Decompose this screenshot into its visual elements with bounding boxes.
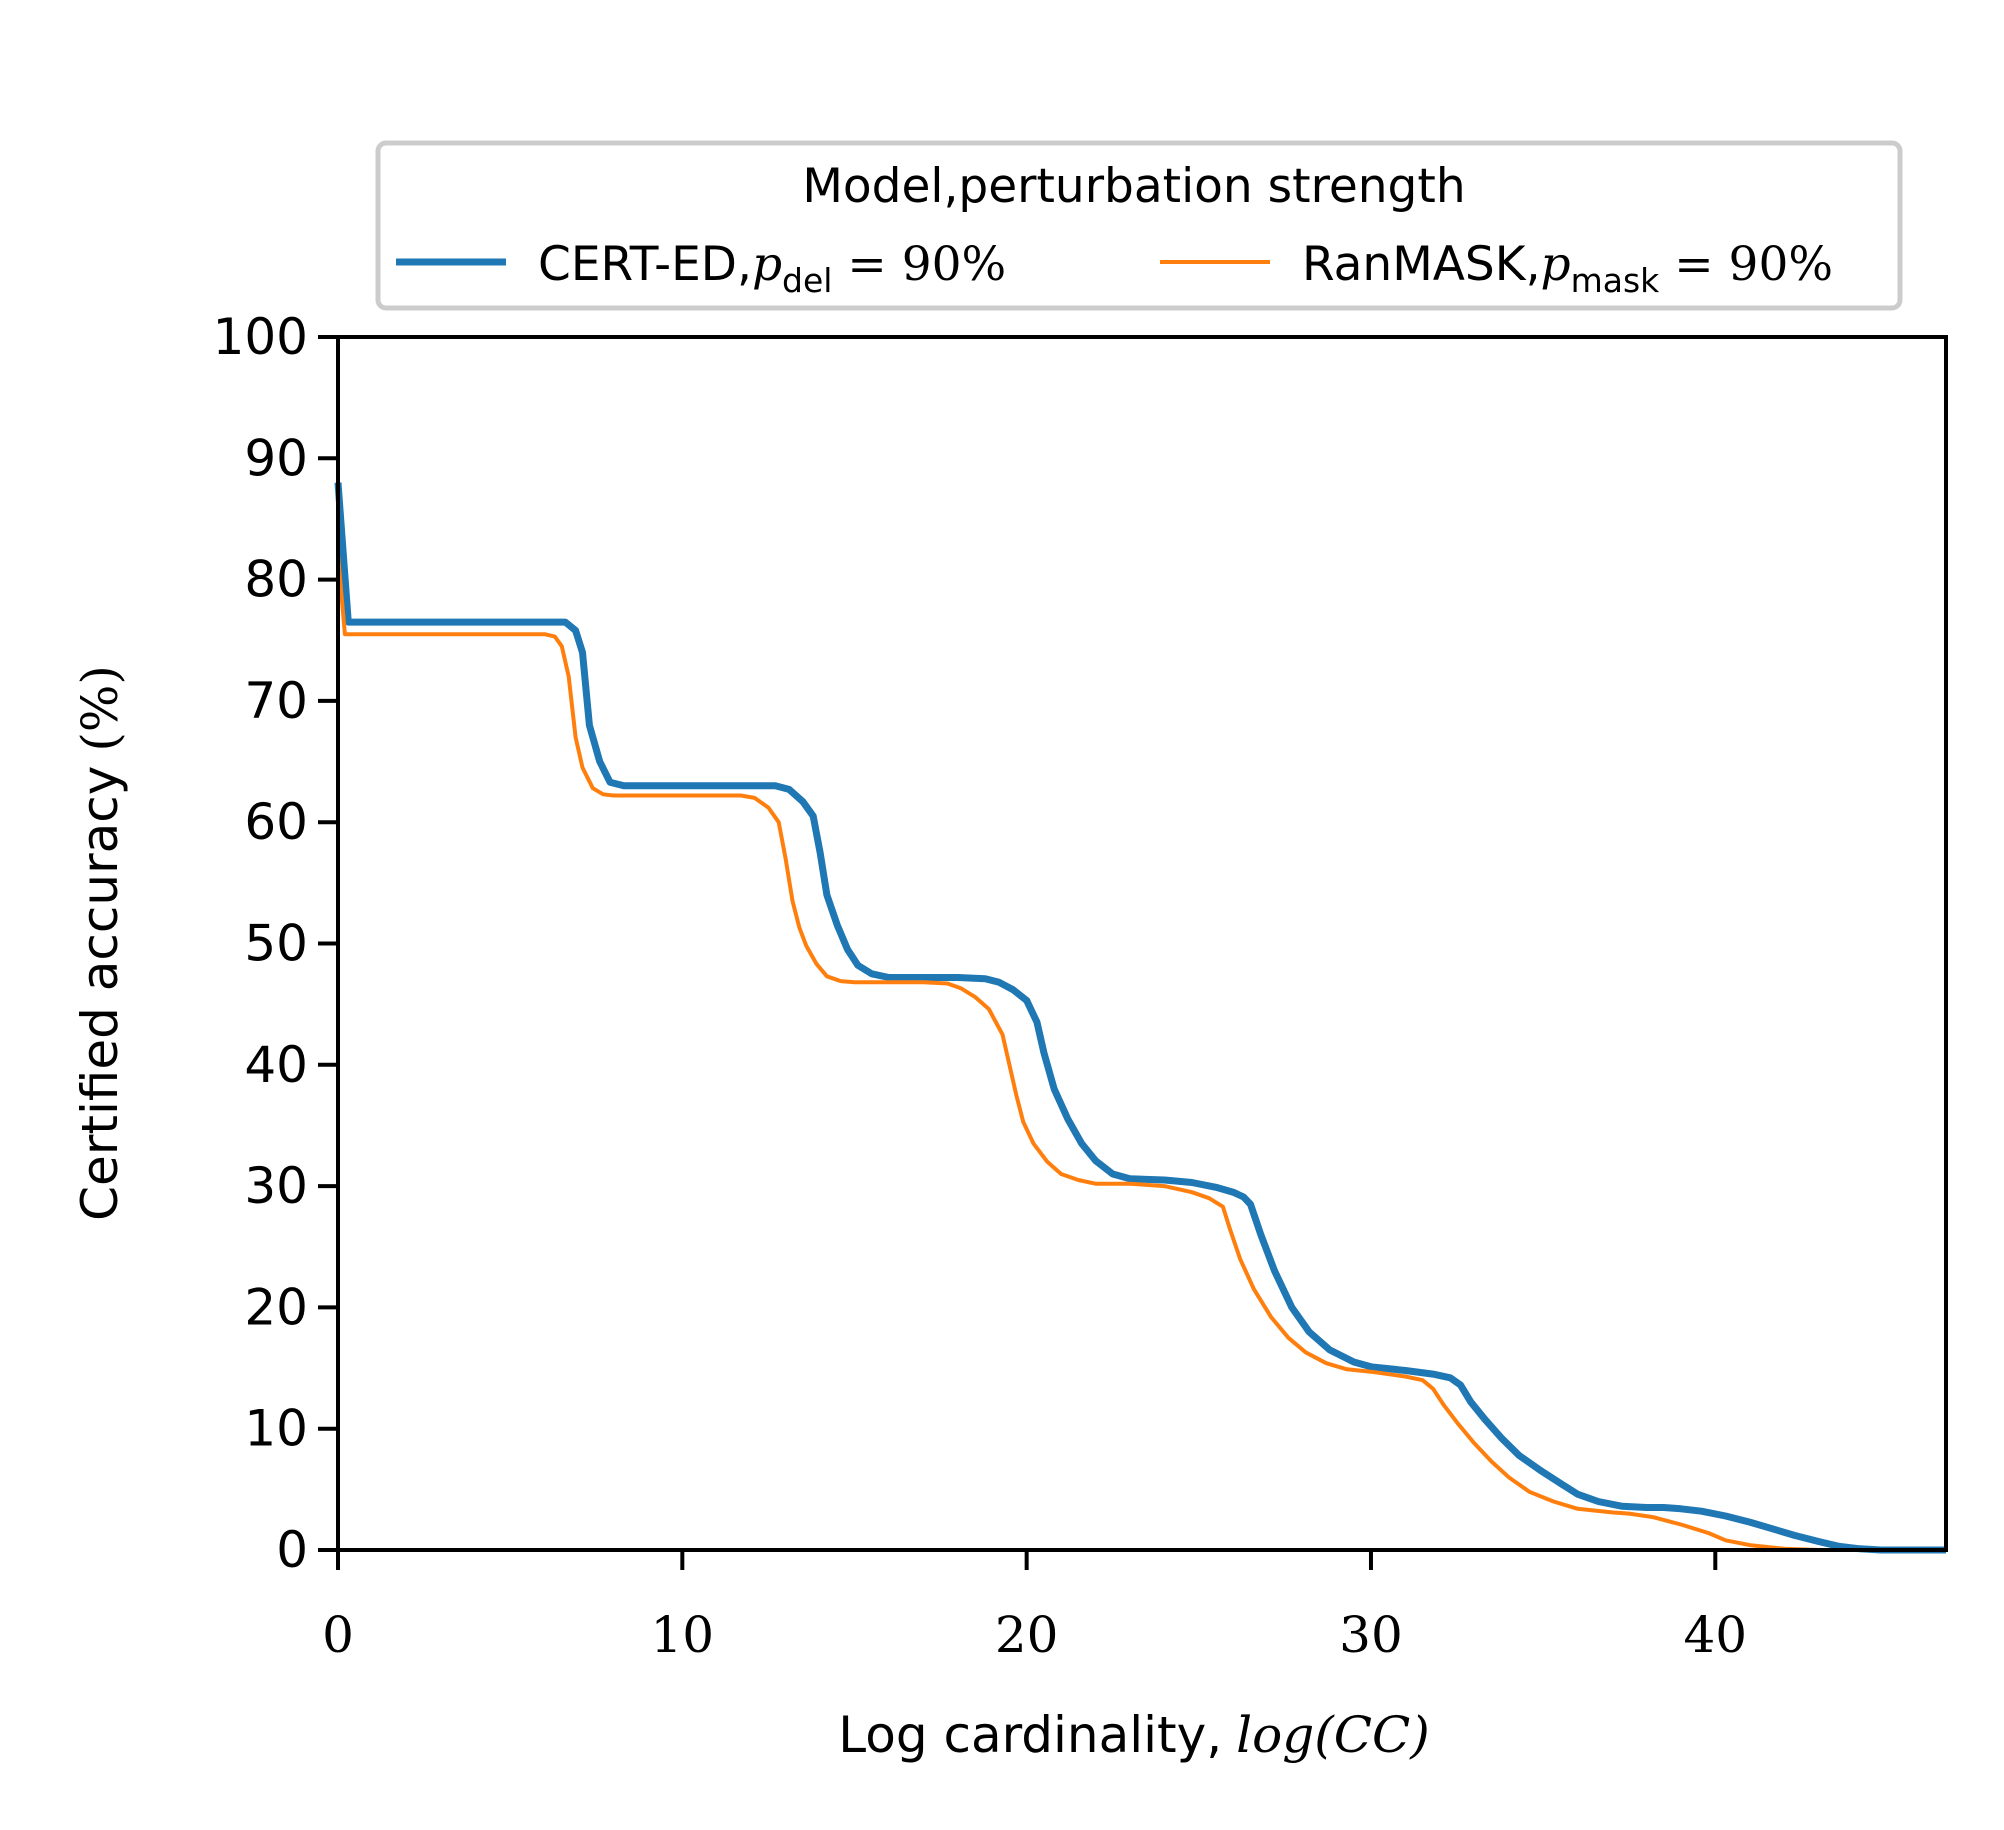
y-tick-label: 50 bbox=[244, 915, 308, 973]
series-layer bbox=[334, 482, 1946, 1554]
legend-label-ranmask-sym: p bbox=[1541, 237, 1571, 292]
x-tick-label: 10 bbox=[651, 1606, 715, 1664]
x-axis-label: Log cardinality, log(CC) bbox=[838, 1706, 1429, 1764]
series-line-cert-ed bbox=[334, 482, 1946, 1554]
x-axis-label-math: log(CC) bbox=[1236, 1706, 1430, 1764]
y-tick-label: 60 bbox=[244, 793, 308, 851]
legend-label-cert-ed-name: CERT-ED, bbox=[538, 237, 752, 292]
y-tick-label: 0 bbox=[276, 1521, 308, 1579]
y-axis-label-math: (%) bbox=[71, 665, 129, 752]
y-tick-label: 90 bbox=[244, 429, 308, 487]
y-tick-label: 30 bbox=[244, 1157, 308, 1215]
y-tick-label: 80 bbox=[244, 551, 308, 609]
legend-label-ranmask-sub: mask bbox=[1571, 261, 1661, 300]
y-tick-label: 20 bbox=[244, 1278, 308, 1336]
legend-label-cert-ed-sym: p bbox=[752, 237, 782, 292]
x-axis-ticks: 0 10 20 30 40 bbox=[322, 1550, 1747, 1664]
legend-label-ranmask: RanMASK,pmask = 90% bbox=[1302, 237, 1833, 300]
y-axis-label-text: Certified accuracy bbox=[71, 766, 129, 1221]
series-line-ranmask bbox=[336, 555, 1946, 1552]
y-tick-label: 40 bbox=[244, 1036, 308, 1094]
x-axis-label-text: Log cardinality, bbox=[838, 1706, 1222, 1764]
legend-label-cert-ed: CERT-ED,pdel = 90% bbox=[538, 237, 1006, 300]
x-tick-label: 40 bbox=[1683, 1606, 1747, 1664]
legend-label-cert-ed-rest: = 90% bbox=[832, 237, 1006, 292]
legend: Model,perturbation strength CERT-ED,pdel… bbox=[375, 140, 1903, 311]
y-tick-label: 70 bbox=[244, 672, 308, 730]
legend-label-cert-ed-sub: del bbox=[782, 261, 832, 300]
legend-label-ranmask-rest: = 90% bbox=[1659, 237, 1833, 292]
x-tick-label: 0 bbox=[322, 1606, 354, 1664]
y-tick-label: 100 bbox=[213, 308, 308, 366]
y-tick-label: 10 bbox=[244, 1400, 308, 1458]
legend-frame bbox=[375, 140, 1903, 311]
y-axis-ticks: 0 10 20 30 40 50 60 70 80 90 100 bbox=[213, 308, 338, 1579]
x-tick-label: 30 bbox=[1339, 1606, 1403, 1664]
y-axis-label: Certified accuracy (%) bbox=[71, 665, 129, 1221]
legend-label-ranmask-name: RanMASK, bbox=[1302, 237, 1541, 292]
x-tick-label: 20 bbox=[995, 1606, 1059, 1664]
legend-title: Model,perturbation strength bbox=[802, 159, 1465, 214]
